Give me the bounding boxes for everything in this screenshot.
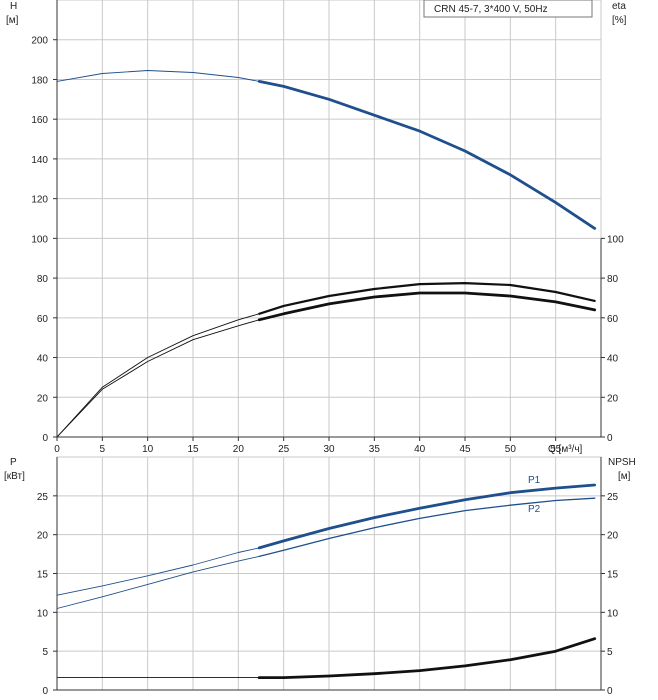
bottom-ytick-label: 0 bbox=[42, 686, 48, 697]
top-series-line-0 bbox=[56, 70, 260, 82]
bottom-series-line-1 bbox=[257, 483, 597, 550]
top-y2tick-label: 60 bbox=[607, 314, 619, 325]
bottom-ytick-label: 10 bbox=[37, 608, 49, 619]
top-series-line-3 bbox=[258, 282, 596, 315]
top-xtick-label: 40 bbox=[414, 444, 426, 455]
bottom-series-line-0 bbox=[56, 547, 260, 596]
bottom-yaxis-title: P bbox=[10, 457, 17, 468]
bottom-ytick-label: 25 bbox=[37, 492, 49, 503]
bottom-y2axis-unit: [м] bbox=[618, 471, 631, 482]
top-ytick-label: 200 bbox=[31, 36, 48, 47]
top-chart-grid bbox=[56, 0, 602, 438]
bottom-y2tick-label: 10 bbox=[607, 608, 619, 619]
top-xtick-label: 5 bbox=[100, 444, 106, 455]
top-ytick-label: 20 bbox=[37, 393, 49, 404]
bottom-series-line-5 bbox=[257, 637, 597, 679]
bottom-ytick-label: 5 bbox=[42, 647, 48, 658]
model-legend-box: CRN 45-7, 3*400 V, 50Hz bbox=[423, 0, 593, 18]
top-ytick-label: 60 bbox=[37, 314, 49, 325]
top-xtick-label: 45 bbox=[459, 444, 471, 455]
bottom-y2tick-label: 25 bbox=[607, 492, 619, 503]
bottom-yaxis-unit: [кВт] bbox=[4, 471, 25, 482]
top-xtick-label: 35 bbox=[369, 444, 381, 455]
top-series-line-4 bbox=[56, 319, 260, 438]
top-y2tick-label: 80 bbox=[607, 274, 619, 285]
top-ytick-label: 80 bbox=[37, 274, 49, 285]
top-y2tick-label: 40 bbox=[607, 354, 619, 365]
top-xaxis-title: Q [м³/ч] bbox=[548, 444, 583, 455]
bottom-series-line-2 bbox=[56, 555, 260, 609]
top-series-line-5 bbox=[257, 291, 597, 322]
bottom-y2tick-label: 15 bbox=[607, 570, 619, 581]
top-chart-axes: 0 20 40 60 80 100 120 140 160 180 200 0 20 40 60 80 100 0… bbox=[6, 0, 627, 455]
top-ytick-label: 100 bbox=[31, 234, 48, 245]
top-y2tick-label: 100 bbox=[607, 234, 624, 245]
top-y2tick-label: 0 bbox=[607, 433, 613, 444]
top-ytick-label: 0 bbox=[42, 433, 48, 444]
top-xtick-label: 20 bbox=[233, 444, 245, 455]
bottom-chart-grid bbox=[56, 456, 602, 691]
top-y2axis-title: eta bbox=[612, 1, 626, 12]
top-y2axis-unit: [%] bbox=[612, 15, 627, 26]
p2-series-label: P2 bbox=[528, 504, 541, 515]
top-xtick-label: 30 bbox=[323, 444, 335, 455]
bottom-y2axis-title: NPSH bbox=[608, 457, 636, 468]
top-ytick-label: 160 bbox=[31, 115, 48, 126]
bottom-y2tick-label: 0 bbox=[607, 686, 613, 697]
top-xtick-label: 50 bbox=[505, 444, 517, 455]
top-y2tick-label: 20 bbox=[607, 393, 619, 404]
top-series-line-2 bbox=[56, 313, 260, 438]
model-legend-text: CRN 45-7, 3*400 V, 50Hz bbox=[434, 4, 548, 15]
top-ytick-label: 180 bbox=[31, 75, 48, 86]
top-ytick-label: 140 bbox=[31, 155, 48, 166]
bottom-chart-series bbox=[56, 483, 597, 679]
top-ytick-label: 120 bbox=[31, 195, 48, 206]
bottom-ytick-label: 20 bbox=[37, 531, 49, 542]
bottom-series-line-3 bbox=[258, 497, 596, 558]
bottom-y2tick-label: 5 bbox=[607, 647, 613, 658]
top-xtick-label: 10 bbox=[142, 444, 154, 455]
top-xtick-label: 0 bbox=[54, 444, 60, 455]
top-ytick-label: 40 bbox=[37, 354, 49, 365]
top-xtick-label: 15 bbox=[187, 444, 199, 455]
bottom-y2tick-label: 20 bbox=[607, 531, 619, 542]
top-series-line-1 bbox=[257, 80, 597, 230]
top-xtick-label: 55 bbox=[550, 444, 562, 455]
p1-series-label: P1 bbox=[528, 475, 541, 486]
top-chart-series bbox=[56, 70, 597, 438]
bottom-ytick-label: 15 bbox=[37, 570, 49, 581]
top-yaxis-unit: [м] bbox=[6, 15, 19, 26]
top-xtick-label: 25 bbox=[278, 444, 290, 455]
bottom-chart-axes: 0 5 10 15 20 25 0 5 10 15 20 25 P [кВт] NPSH [м] P1 P2 bbox=[4, 457, 636, 697]
top-yaxis-title: H bbox=[10, 1, 17, 12]
